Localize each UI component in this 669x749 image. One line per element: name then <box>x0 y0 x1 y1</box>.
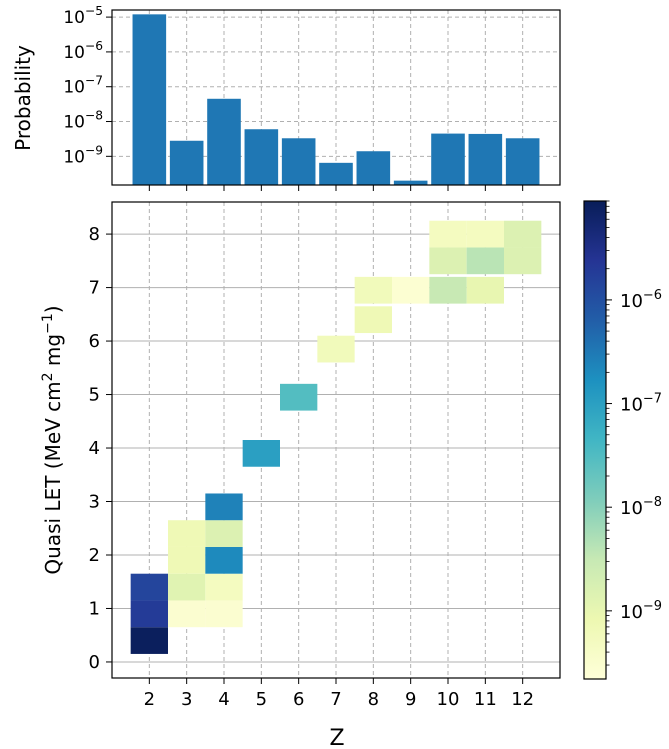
heatmap-cell-z5 <box>242 440 280 467</box>
quasi-let-axis-label: Quasi LET (MeV cm2 mg−1) <box>40 305 65 574</box>
bar-z-7 <box>319 162 353 185</box>
bar-z-6 <box>281 138 316 185</box>
heatmap-cell-z7 <box>317 335 355 363</box>
heatmap-x-tick-label: 2 <box>144 689 155 710</box>
probability-axis-label: Probability <box>11 45 35 151</box>
heatmap-cell-z11 <box>466 247 504 275</box>
heatmap-x-tick-label: 3 <box>181 689 192 710</box>
heatmap-cell-z4 <box>205 493 243 521</box>
heatmap-cell-z4 <box>205 600 243 628</box>
heatmap-cell-z8 <box>354 306 392 334</box>
heatmap-cell-z10 <box>429 247 467 275</box>
colorbar: 10−9 10−8 10−7 10−6 <box>583 200 662 680</box>
heatmap-y-tick-label: 6 <box>89 331 100 352</box>
heatmap-cell-z4 <box>205 573 243 601</box>
colorbar-tick-label: 10−7 <box>620 392 662 416</box>
heatmap-y-tick-label: 0 <box>89 652 100 673</box>
heatmap-cell-z12 <box>504 220 542 248</box>
heatmap-x-tick-label: 7 <box>330 689 341 710</box>
bar-y-tick-label: 10−7 <box>63 74 103 98</box>
bar-z-8 <box>356 151 391 185</box>
heatmap-x-tick-label: 4 <box>218 689 229 710</box>
bar-z-11 <box>468 133 503 185</box>
colorbar-tick-label: 10−9 <box>620 599 662 623</box>
heatmap-cell-z2 <box>130 600 168 628</box>
heatmap-x-tick-label: 9 <box>405 689 416 710</box>
heatmap-cell-z2 <box>130 627 168 654</box>
heatmap-y-tick-label: 3 <box>89 492 100 513</box>
heatmap-cell-z3 <box>168 546 206 574</box>
heatmap-cell-z4 <box>205 546 243 574</box>
heatmap-y-tick-label: 1 <box>89 598 100 619</box>
heatmap-cell-z11 <box>466 276 504 304</box>
colorbar-tick-label: 10−8 <box>620 495 662 519</box>
heatmap-x-tick-label: 8 <box>368 689 379 710</box>
heatmap-cell-z3 <box>168 600 206 628</box>
bar-z-4 <box>207 98 241 185</box>
heatmap-y-tick-label: 2 <box>89 545 100 566</box>
bar-z-9 <box>393 180 428 185</box>
heatmap-x-tick-label: 11 <box>474 689 497 710</box>
heatmap-cell-z10 <box>429 220 467 248</box>
heatmap-cell-z3 <box>168 573 206 601</box>
heatmap-x-tick-label: 12 <box>511 689 534 710</box>
heatmap-cell-z2 <box>130 573 168 601</box>
colorbar-gradient <box>583 200 607 680</box>
heatmap-x-tick-label: 6 <box>293 689 304 710</box>
heatmap-cell-z3 <box>168 520 206 547</box>
probability-bar-chart: 10−9 10−8 10−7 10−6 10−5 <box>63 4 561 191</box>
heatmap-y-tick-label: 7 <box>89 278 100 299</box>
bar-y-tick-label: 10−9 <box>63 143 103 167</box>
bar-y-tick-label: 10−5 <box>63 4 103 28</box>
heatmap-cell-z8 <box>354 276 392 304</box>
heatmap-y-tick-label: 5 <box>89 385 100 406</box>
bar-z-12 <box>505 138 540 185</box>
bar-y-tick-label: 10−8 <box>63 109 103 133</box>
bar-z-10 <box>431 133 465 185</box>
bar-z-5 <box>244 129 279 185</box>
heatmap-cell-z11 <box>466 220 504 248</box>
heatmap-x-tick-label: 5 <box>256 689 267 710</box>
z-axis-label: Z <box>329 726 344 749</box>
heatmap-cell-z10 <box>429 276 467 304</box>
bar-z-2 <box>132 14 167 185</box>
bar-y-tick-label: 10−6 <box>63 39 103 63</box>
heatmap-cell-z6 <box>280 383 318 411</box>
heatmap-x-tick-label: 10 <box>437 689 460 710</box>
heatmap-y-tick-label: 4 <box>89 438 100 459</box>
heatmap-cell-z12 <box>504 247 542 275</box>
heatmap-cell-z4 <box>205 520 243 547</box>
bar-z-3 <box>169 140 204 185</box>
colorbar-tick-label: 10−6 <box>620 288 662 312</box>
heatmap-cell-z9 <box>392 276 430 304</box>
heatmap-y-tick-label: 8 <box>89 224 100 245</box>
